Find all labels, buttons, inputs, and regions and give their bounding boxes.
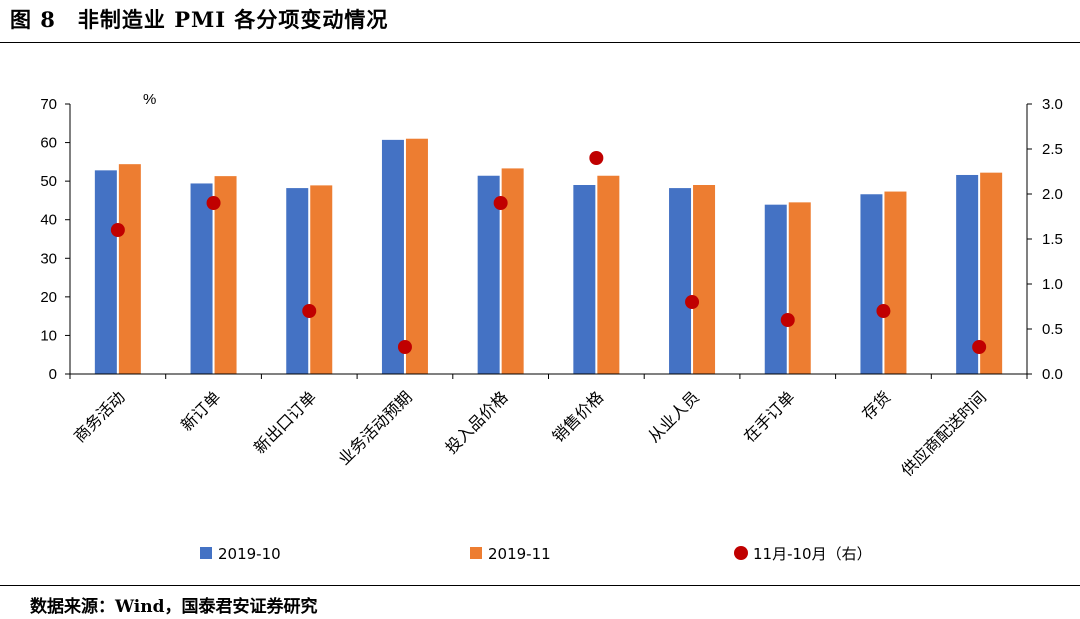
bar-nov bbox=[884, 191, 907, 374]
dot-group bbox=[110, 151, 987, 354]
bottom-rule bbox=[0, 585, 1080, 586]
left-tick-label: 10 bbox=[40, 327, 57, 344]
category-label: 新订单 bbox=[177, 387, 224, 434]
left-tick-label: 60 bbox=[40, 135, 57, 152]
change-dot bbox=[206, 196, 221, 210]
change-dot bbox=[302, 304, 317, 318]
bar-group bbox=[94, 138, 1003, 374]
bar-oct bbox=[669, 188, 692, 374]
right-tick-label: 2.5 bbox=[1042, 141, 1063, 158]
left-tick-label: 0 bbox=[49, 366, 57, 383]
change-dot bbox=[780, 313, 795, 327]
left-tick-label: 30 bbox=[40, 250, 57, 267]
left-tick-label: 20 bbox=[40, 289, 57, 306]
change-dot bbox=[972, 340, 987, 354]
legend-swatch bbox=[470, 547, 482, 559]
legend-swatch bbox=[200, 547, 212, 559]
category-label: 存货 bbox=[858, 387, 894, 423]
right-tick-label: 0.5 bbox=[1042, 321, 1063, 338]
bar-nov bbox=[980, 172, 1003, 374]
legend-label: 11月-10月（右） bbox=[753, 545, 872, 563]
bar-oct bbox=[956, 174, 979, 374]
chart-title: 图 8 非制造业 PMI 各分项变动情况 bbox=[10, 7, 389, 32]
bar-nov bbox=[501, 168, 524, 374]
category-label: 投入品价格 bbox=[441, 387, 511, 457]
bar-oct bbox=[190, 183, 213, 374]
bar-nov bbox=[405, 138, 428, 374]
source-note: 数据来源：Wind，国泰君安证券研究 bbox=[30, 597, 318, 617]
change-dot bbox=[110, 223, 125, 237]
unit-label: % bbox=[143, 91, 156, 108]
category-label: 供应商配送时间 bbox=[897, 387, 990, 480]
legend-label: 2019-11 bbox=[488, 545, 551, 563]
category-label: 从业人员 bbox=[644, 387, 703, 446]
bar-oct bbox=[286, 188, 309, 374]
right-tick-label: 1.0 bbox=[1042, 276, 1063, 293]
category-label: 业务活动预期 bbox=[334, 387, 415, 468]
bar-oct bbox=[381, 139, 404, 374]
bar-oct bbox=[860, 194, 883, 374]
change-dot bbox=[876, 304, 891, 318]
bar-nov bbox=[214, 176, 237, 374]
category-label: 在手订单 bbox=[740, 387, 799, 446]
legend: 2019-10 2019-11 11月-10月（右） bbox=[200, 545, 872, 563]
top-rule bbox=[0, 42, 1080, 43]
legend-dot bbox=[734, 546, 748, 560]
legend-label: 2019-10 bbox=[218, 545, 281, 563]
bar-nov bbox=[597, 175, 620, 374]
bar-nov bbox=[118, 164, 141, 374]
change-dot bbox=[493, 196, 508, 210]
category-label: 销售价格 bbox=[548, 387, 607, 446]
left-tick-label: 50 bbox=[40, 173, 57, 190]
bar-nov bbox=[310, 185, 333, 374]
bar-nov bbox=[788, 202, 811, 374]
change-dot bbox=[685, 295, 700, 309]
change-dot bbox=[589, 151, 604, 165]
right-tick-label: 1.5 bbox=[1042, 231, 1063, 248]
category-labels: 商务活动 新订单 新出口订单 业务活动预期 投入品价格 销售价格 从业人员 在手订单 存货 供应商… bbox=[70, 387, 990, 480]
category-label: 新出口订单 bbox=[250, 387, 320, 457]
change-dot bbox=[397, 340, 412, 354]
bar-oct bbox=[573, 185, 596, 374]
left-tick-label: 70 bbox=[40, 96, 57, 113]
bar-nov bbox=[693, 185, 716, 374]
right-tick-label: 0.0 bbox=[1042, 366, 1063, 383]
left-tick-label: 40 bbox=[40, 212, 57, 229]
bar-oct bbox=[477, 175, 500, 374]
right-tick-label: 3.0 bbox=[1042, 96, 1063, 113]
bar-oct bbox=[94, 170, 117, 374]
axes-group: 0 10 20 30 40 50 60 70 0.0 0.5 1.0 1.5 2.0 2.5 3.0 bbox=[40, 96, 1063, 383]
right-tick-label: 2.0 bbox=[1042, 186, 1063, 203]
bar-oct bbox=[764, 204, 787, 374]
category-label: 商务活动 bbox=[70, 387, 129, 446]
